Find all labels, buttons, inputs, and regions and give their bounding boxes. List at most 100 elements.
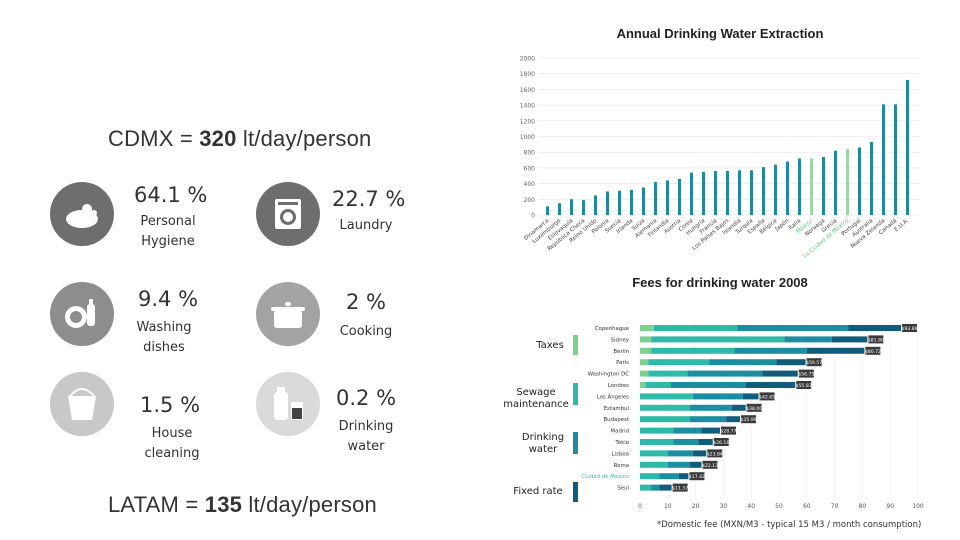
- bar-segment: [640, 359, 649, 366]
- bar-segment: [734, 347, 807, 354]
- bar-segment: [659, 484, 672, 491]
- bar-segment: [670, 382, 746, 388]
- bar-segment: [742, 393, 759, 400]
- legend-sewage-label: Sewage maintenance: [503, 387, 569, 410]
- x-tick-label: 90: [886, 503, 894, 510]
- latam-value: 135: [204, 492, 243, 517]
- drinking-water-icon: [256, 372, 320, 436]
- value-label: $93.89: [901, 326, 917, 332]
- y-tick-label: 1400: [520, 103, 535, 110]
- bar: [546, 206, 549, 215]
- bar: [810, 158, 813, 215]
- bar: [594, 195, 597, 215]
- bar: [786, 161, 789, 215]
- legend-taxes-label: Taxes: [536, 340, 564, 351]
- x-tick-label: 10: [664, 503, 672, 510]
- bar: [750, 170, 753, 215]
- use-label-line: water: [347, 439, 385, 454]
- bar-segment: [848, 325, 902, 331]
- latam-prefix: LATAM =: [108, 492, 205, 517]
- use-percentage: 9.4 %: [138, 287, 199, 311]
- cdmx-prefix: CDMX =: [108, 126, 200, 151]
- value-label-bg: [798, 369, 814, 378]
- value-label: $28.77: [720, 429, 736, 435]
- bar-segment: [737, 325, 849, 331]
- bar-segment: [653, 325, 738, 331]
- washing-machine-icon: [256, 182, 320, 246]
- x-tick-label: 30: [720, 503, 728, 510]
- value-label: $35.99: [741, 417, 757, 423]
- bar-segment: [640, 473, 660, 480]
- y-tick-label: 200: [524, 197, 536, 204]
- x-tick-label: 60: [803, 503, 811, 510]
- bar: [582, 200, 585, 215]
- use-label-line: Drinking: [338, 419, 394, 434]
- bar-segment: [692, 393, 743, 400]
- y-tick-label: Berlín: [613, 348, 629, 355]
- use-percentage: 22.7 %: [332, 187, 406, 211]
- bar-segment: [726, 416, 741, 423]
- x-tick-label: 20: [692, 503, 700, 510]
- bar: [762, 167, 765, 215]
- bar: [654, 182, 657, 215]
- use-percentage: 1.5 %: [140, 393, 201, 417]
- y-tick-label: 1600: [520, 87, 535, 94]
- value-label: $38.00: [746, 406, 762, 412]
- bar-segment: [640, 484, 652, 491]
- y-tick-label: 1800: [520, 71, 535, 78]
- value-label-bg: [702, 460, 718, 469]
- cdmx-value: 320: [199, 126, 237, 151]
- bar-segment: [667, 461, 691, 468]
- value-label: $80.72: [865, 349, 881, 355]
- soap-icon: [50, 182, 114, 246]
- cooking-pot-icon: [256, 282, 320, 346]
- y-tick-label: Lisboa: [612, 451, 629, 457]
- cdmx-suffix: lt/day/person: [236, 126, 372, 151]
- x-tick-label: 70: [831, 503, 839, 510]
- use-label-line: House: [151, 426, 193, 441]
- y-tick-label: Budapest: [603, 417, 629, 423]
- value-label-bg: [806, 358, 822, 367]
- bar-segment: [640, 461, 668, 468]
- use-label-line: Laundry: [339, 218, 393, 233]
- x-tick-label: Japón: [773, 217, 791, 233]
- bar-segment: [651, 484, 660, 491]
- y-tick-label: Roma: [614, 463, 629, 469]
- bar-segment: [831, 336, 868, 343]
- dishes-icon: [50, 282, 114, 346]
- bar: [726, 171, 729, 215]
- bar: [558, 203, 561, 215]
- bar: [834, 150, 837, 215]
- bar-segment: [640, 416, 691, 423]
- bar-segment: [648, 370, 688, 377]
- bar-segment: [762, 370, 798, 377]
- bar: [846, 149, 849, 215]
- bar: [642, 187, 645, 215]
- fees-footnote: *Domestic fee (MXN/M3 - typical 15 M3 / …: [657, 520, 922, 530]
- y-tick-label: 800: [524, 150, 536, 157]
- bar: [774, 164, 777, 215]
- use-label: Laundry: [336, 216, 396, 236]
- bar-segment: [640, 427, 674, 434]
- bucket-icon: [50, 372, 114, 436]
- bar: [870, 141, 873, 215]
- cdmx-headline: CDMX = 320 lt/day/person: [108, 126, 371, 152]
- use-label-line: Washing: [136, 320, 192, 335]
- extraction-chart: 0200400600800100012001400160018002000Din…: [520, 56, 920, 260]
- bar-segment: [745, 382, 796, 388]
- value-label: $17.42: [689, 474, 705, 480]
- use-label-line: cleaning: [144, 446, 200, 461]
- y-tick-label: Sidney: [611, 337, 630, 343]
- use-label-line: Hygiene: [141, 234, 195, 249]
- bar-segment: [784, 336, 832, 343]
- bar-segment: [731, 404, 746, 411]
- use-label-line: Personal: [140, 214, 196, 229]
- bar-segment: [651, 336, 785, 343]
- bar: [678, 178, 681, 215]
- value-label-bg: [902, 324, 918, 332]
- x-tick-label: 100: [912, 503, 924, 510]
- use-percentage: 2 %: [346, 290, 386, 314]
- bar: [906, 79, 909, 215]
- bar-segment: [806, 347, 865, 354]
- bar: [822, 156, 825, 215]
